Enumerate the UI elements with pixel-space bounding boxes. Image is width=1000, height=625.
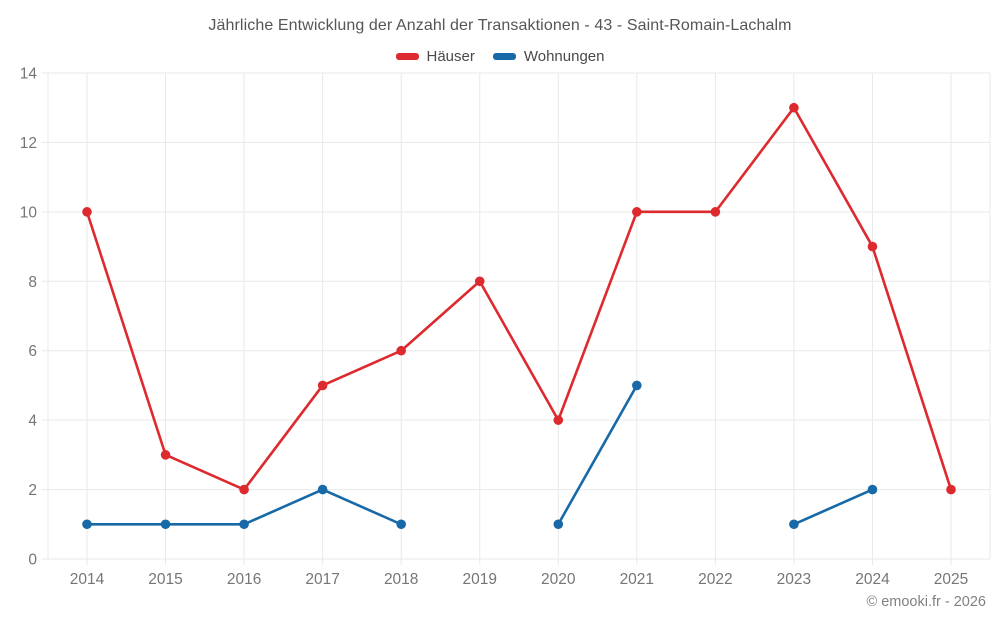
data-point-wohnungen — [632, 380, 642, 391]
data-point-hauser — [632, 207, 642, 217]
data-point-hauser — [710, 207, 721, 217]
data-point-hauser — [553, 415, 564, 425]
data-point-hauser — [946, 484, 956, 495]
data-point-wohnungen — [789, 519, 799, 530]
x-tick-label: 2018 — [384, 571, 418, 588]
y-tick-label: 0 — [28, 552, 37, 569]
x-tick-label: 2019 — [462, 571, 496, 588]
chart-title: Jährliche Entwicklung der Anzahl der Tra… — [208, 17, 792, 34]
y-tick-label: 6 — [28, 343, 37, 360]
data-point-wohnungen — [396, 519, 406, 530]
wohnungen-series-swatch-icon — [492, 53, 516, 60]
data-point-hauser — [474, 276, 485, 287]
x-tick-label: 2014 — [70, 571, 105, 588]
legend-label-wohnungen: Wohnungen — [523, 48, 605, 65]
x-tick-label: 2022 — [698, 571, 732, 588]
data-point-hauser — [867, 241, 878, 252]
series-line-wohnungen — [792, 488, 874, 526]
data-point-wohnungen — [239, 519, 249, 530]
x-tick-label: 2017 — [305, 571, 339, 588]
hauser-series-swatch-icon — [395, 53, 419, 60]
legend-label-hauser: Häuser — [426, 48, 475, 65]
y-tick-label: 14 — [20, 66, 38, 83]
data-point-wohnungen — [553, 519, 564, 530]
y-tick-label: 8 — [28, 274, 37, 291]
legend: Häuser Wohnungen — [0, 48, 1000, 65]
x-tick-label: 2020 — [541, 571, 576, 588]
legend-item-wohnungen[interactable]: Wohnungen — [492, 48, 605, 65]
data-point-hauser — [789, 102, 799, 113]
x-tick-label: 2016 — [227, 571, 261, 588]
x-tick-label: 2025 — [934, 571, 968, 588]
data-point-hauser — [82, 207, 92, 217]
x-tick-label: 2023 — [777, 571, 811, 588]
y-tick-label: 2 — [28, 482, 37, 499]
series-line-wohnungen — [556, 384, 639, 526]
data-point-hauser — [317, 380, 328, 391]
y-tick-label: 12 — [20, 135, 37, 152]
y-tick-label: 4 — [28, 413, 37, 430]
data-point-hauser — [396, 345, 406, 356]
data-point-hauser — [160, 450, 171, 460]
legend-item-hauser[interactable]: Häuser — [395, 48, 475, 65]
y-tick-label: 10 — [20, 204, 38, 221]
data-point-hauser — [239, 484, 249, 495]
attribution-text: © emooki.fr - 2026 — [866, 594, 986, 610]
data-point-wohnungen — [867, 484, 878, 495]
x-tick-label: 2021 — [620, 571, 654, 588]
x-tick-label: 2015 — [148, 571, 182, 588]
data-point-wohnungen — [317, 484, 328, 495]
x-tick-label: 2024 — [855, 571, 890, 588]
data-point-wohnungen — [160, 519, 171, 530]
series-line-hauser — [85, 106, 953, 491]
data-point-wohnungen — [82, 519, 92, 530]
